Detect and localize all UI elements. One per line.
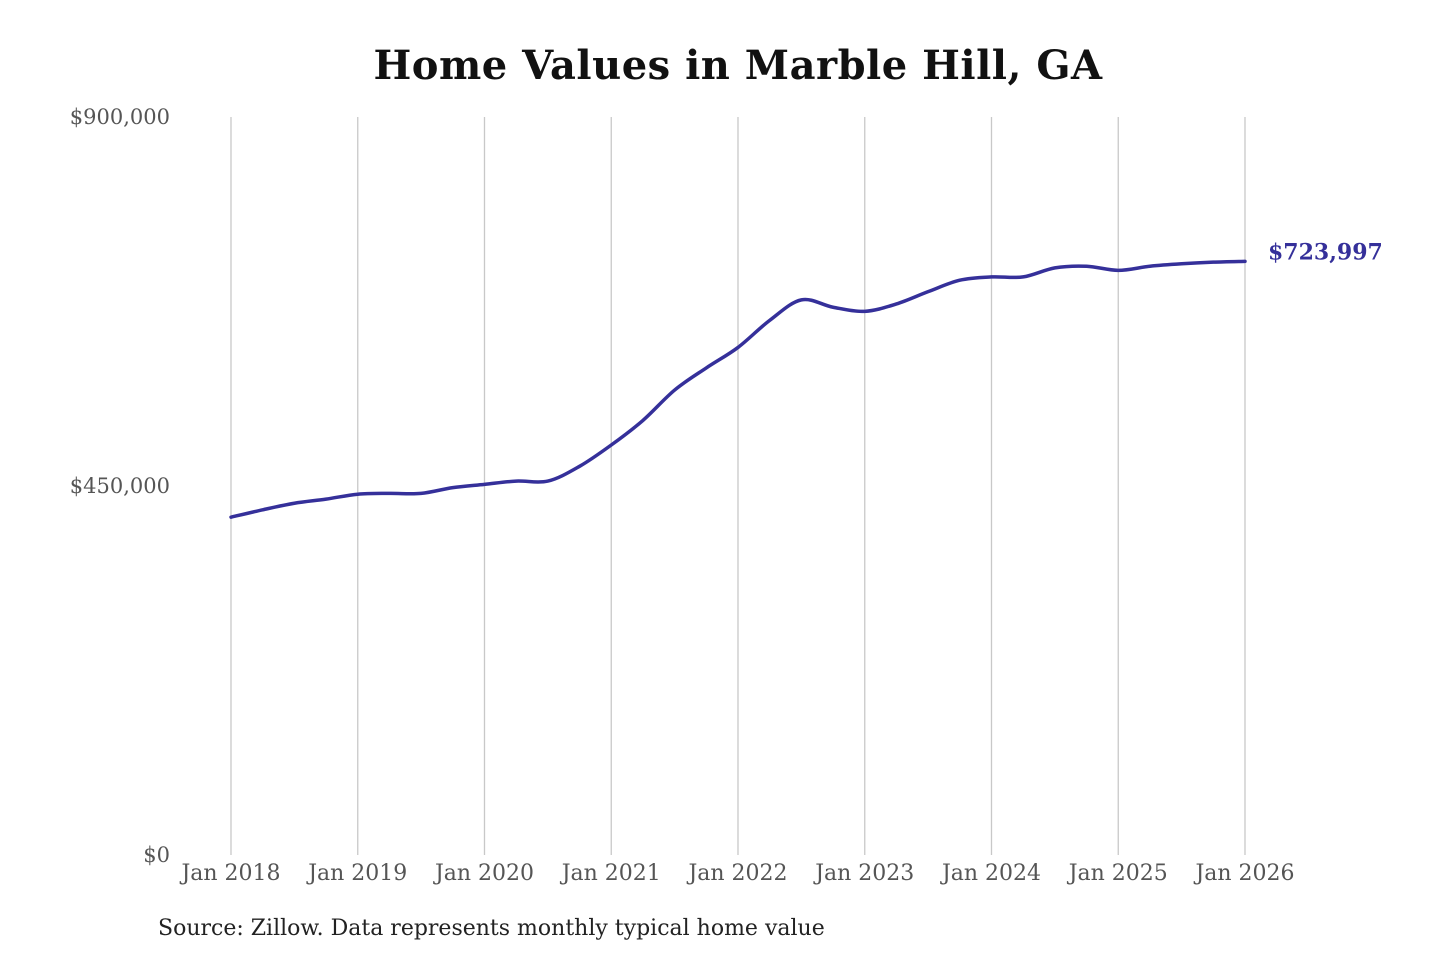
x-tick-label: Jan 2022 bbox=[686, 861, 787, 886]
series-line bbox=[229, 259, 1247, 519]
x-tick-label: Jan 2023 bbox=[813, 861, 914, 886]
x-tick-label: Jan 2024 bbox=[940, 861, 1041, 886]
x-tick-label: Jan 2025 bbox=[1067, 861, 1168, 886]
x-tick-label: Jan 2026 bbox=[1193, 861, 1294, 886]
series-lines: $723,997 bbox=[229, 239, 1383, 519]
chart-title: Home Values in Marble Hill, GA bbox=[373, 42, 1103, 89]
x-tick-label: Jan 2020 bbox=[433, 861, 534, 886]
gridlines bbox=[230, 117, 1246, 855]
y-tick-label: $450,000 bbox=[70, 474, 170, 498]
end-value-label: $723,997 bbox=[1268, 239, 1383, 265]
y-tick-label: $0 bbox=[143, 843, 170, 867]
y-tick-label: $900,000 bbox=[70, 105, 170, 129]
y-axis-labels: $0 $450,000 $900,000 bbox=[70, 105, 170, 867]
x-tick-label: Jan 2018 bbox=[179, 861, 280, 886]
x-axis-labels: Jan 2018 Jan 2019 Jan 2020 Jan 2021 Jan 2022… bbox=[179, 861, 1294, 886]
source-note: Source: Zillow. Data represents monthly … bbox=[158, 916, 825, 941]
x-tick-label: Jan 2021 bbox=[560, 861, 661, 886]
x-tick-label: Jan 2019 bbox=[306, 861, 407, 886]
